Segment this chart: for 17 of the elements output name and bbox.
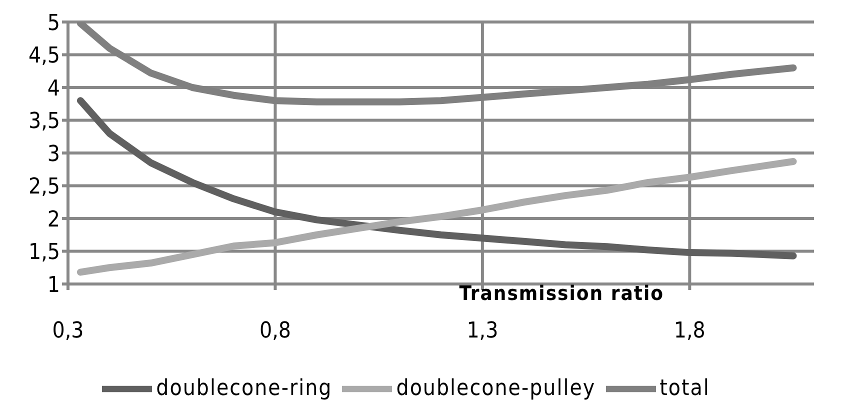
- y-tick-label: 2,5: [28, 174, 60, 200]
- y-tick-label: 1: [47, 272, 60, 298]
- x-axis-title: Transmission ratio: [459, 281, 664, 306]
- y-tick-label: 5: [47, 10, 60, 36]
- y-tick-label: 1,5: [28, 240, 60, 266]
- legend-label: doublecone-ring: [156, 376, 332, 402]
- x-tick-label: 1,3: [466, 318, 498, 344]
- legend-label: doublecone-pulley: [396, 376, 596, 402]
- y-tick-label: 3: [47, 142, 60, 167]
- x-tick-label: 1,8: [674, 318, 706, 344]
- legend-label: total: [660, 376, 710, 402]
- y-tick-label: 3,5: [28, 109, 60, 134]
- x-tick-label: 0,8: [259, 318, 291, 344]
- y-tick-label: 2: [47, 207, 60, 232]
- y-tick-label: 4: [47, 76, 60, 102]
- y-tick-label: 4,5: [28, 44, 60, 69]
- x-tick-label: 0,3: [52, 318, 84, 344]
